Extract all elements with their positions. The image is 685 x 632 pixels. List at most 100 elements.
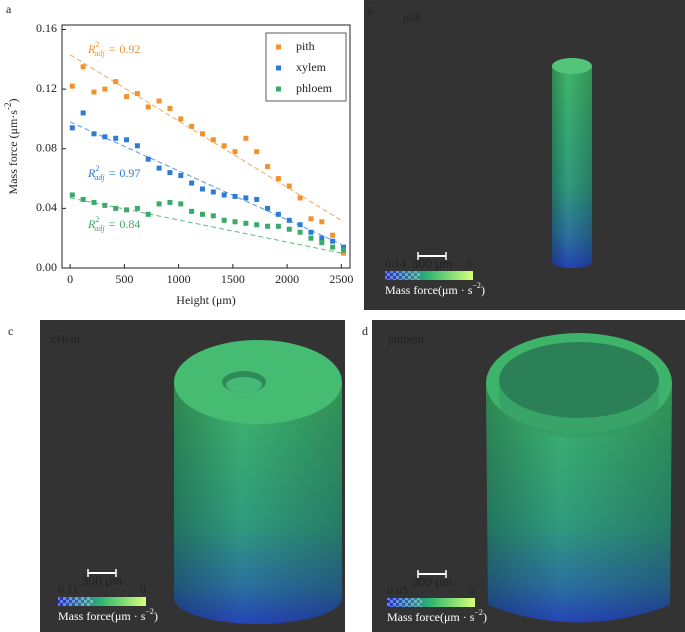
point (178, 116, 184, 122)
point (156, 165, 162, 171)
point (308, 235, 314, 241)
y-label-end: ) (6, 99, 20, 103)
point (80, 64, 86, 70)
point (330, 238, 336, 244)
r2-sub: adj (94, 49, 105, 58)
point (265, 164, 271, 170)
point (243, 220, 249, 226)
point (102, 134, 108, 140)
panel-letter: b (368, 4, 374, 18)
point (134, 205, 140, 211)
fit-line (69, 121, 342, 245)
point (113, 79, 119, 85)
point (286, 183, 292, 189)
point (275, 211, 281, 217)
point (275, 176, 281, 182)
point (113, 205, 119, 211)
x-tick-label: 1500 (221, 272, 245, 286)
legend-label: xylem (296, 60, 327, 74)
legend-swatch (276, 86, 281, 92)
scale-bar-label: 300 μm (82, 574, 122, 588)
point (156, 201, 162, 207)
point (232, 149, 238, 155)
point (113, 135, 119, 141)
point (243, 135, 249, 141)
x-axis-label: Height (μm) (176, 293, 235, 307)
r2-annotation: R2 adj = 0.84 (87, 215, 140, 233)
colorbar-label-end: ) (483, 610, 487, 624)
point (210, 189, 216, 195)
point (189, 123, 195, 129)
point (340, 247, 346, 253)
y-tick-label: 0.16 (36, 21, 57, 35)
xylem-render (174, 340, 342, 624)
point (319, 235, 325, 241)
point (91, 89, 97, 95)
x-tick-label: 2000 (275, 272, 299, 286)
colorbar-label: Mass force(μm · s−2) (385, 281, 485, 297)
point (210, 137, 216, 143)
point (134, 91, 140, 97)
colorbar-label-end: ) (481, 283, 485, 297)
point (178, 201, 184, 207)
point (319, 240, 325, 246)
point (286, 226, 292, 232)
colorbar-min: 0 (469, 583, 475, 597)
r2-eq: = (109, 217, 116, 231)
point (91, 199, 97, 205)
point (80, 110, 86, 116)
colorbar (387, 598, 475, 607)
colorbar-checker (58, 597, 94, 606)
colorbar-max: 0.11 (58, 582, 79, 596)
colorbar (385, 271, 473, 280)
r2-sup: 2 (95, 40, 99, 49)
point (221, 192, 227, 198)
legend-box (265, 32, 347, 102)
y-tick-label: 0.04 (36, 200, 57, 214)
point (297, 229, 303, 235)
point (124, 94, 130, 100)
point (221, 217, 227, 223)
r2-value: 0.97 (119, 166, 140, 180)
point (319, 219, 325, 225)
panel-letter: d (362, 324, 368, 338)
point (102, 202, 108, 208)
point (199, 211, 205, 217)
point (145, 104, 151, 110)
point (167, 199, 173, 205)
colorbar (58, 597, 146, 606)
point (308, 216, 314, 222)
colorbar-label-sup: −2 (145, 607, 154, 616)
point (243, 195, 249, 201)
x-tick-label: 2500 (329, 272, 353, 286)
point (167, 105, 173, 111)
x-tick-label: 1000 (167, 272, 191, 286)
point (210, 213, 216, 219)
r2-annotation: R2 adj = 0.92 (87, 40, 140, 58)
legend-label: phloem (296, 81, 333, 95)
fit-line (70, 197, 342, 254)
point (124, 207, 130, 213)
y-axis-label: Mass force (μm·s-2) (3, 99, 20, 195)
y-tick-label: 0.08 (36, 140, 57, 154)
panel-title: pith (403, 10, 422, 24)
colorbar-label-sup: −2 (474, 608, 483, 617)
point (254, 149, 260, 155)
colorbar-min: 0 (140, 582, 146, 596)
point (91, 131, 97, 137)
x-tick-label: 500 (115, 272, 133, 286)
r2-symbol: R (87, 166, 96, 180)
colorbar-min: 0 (467, 256, 473, 270)
colorbar-label-sup: −2 (472, 281, 481, 290)
panel-letter: c (8, 324, 13, 338)
panel-title: phloem (388, 332, 425, 346)
point (69, 192, 75, 198)
point (297, 195, 303, 201)
colorbar-label-end: ) (154, 609, 158, 623)
point (69, 83, 75, 89)
colorbar-label-text: Mass force(μm · s (58, 609, 146, 623)
point (330, 244, 336, 250)
point (199, 131, 205, 137)
colorbar-max: 0.05 (387, 583, 408, 597)
